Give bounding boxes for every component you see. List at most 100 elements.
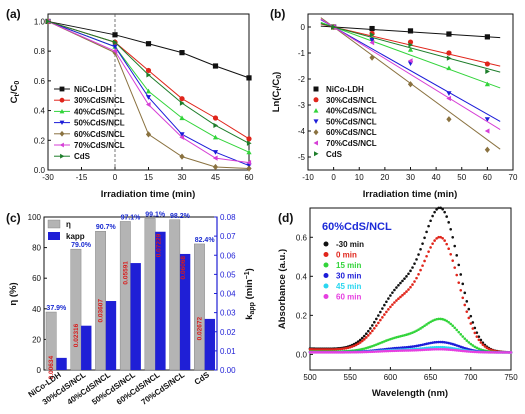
fit-line-b-cds xyxy=(320,23,501,73)
spectrum-point xyxy=(310,351,314,354)
spectrum-point xyxy=(437,340,440,344)
spectrum-point xyxy=(399,346,402,350)
spectrum-point xyxy=(481,350,485,354)
spectrum-point xyxy=(417,328,420,331)
data-point-a-30-cds-ncl xyxy=(179,96,185,102)
y-tick-label-b: 0 xyxy=(301,23,306,32)
spectrum-point xyxy=(342,347,346,350)
bars-group-c: 37.9%0.00634NiCo-LDH79.0%0.0231630%CdS/N… xyxy=(27,211,216,406)
spectrum-point xyxy=(413,348,416,352)
spectrum-point xyxy=(451,324,455,328)
spectra-group-d xyxy=(308,206,513,354)
y-axis-label-b: Ln(Ct/C0) xyxy=(271,72,283,113)
bar-eta-70-cds-ncl xyxy=(169,219,181,371)
spectrum-point xyxy=(445,341,448,344)
data-point-a-70-cds-ncl xyxy=(112,48,118,54)
spectrum-point xyxy=(409,345,412,349)
spectrum-point xyxy=(326,351,330,354)
spectrum-point xyxy=(497,351,501,354)
legend-label-b-cds: CdS xyxy=(326,150,343,159)
spectrum-point xyxy=(413,344,416,348)
data-point-a-nico-ldh xyxy=(246,75,252,81)
spectrum-point xyxy=(437,206,440,210)
x-tick-label-b: 70 xyxy=(509,173,518,182)
data-point-b-60-cds-ncl xyxy=(446,116,452,123)
data-point-a-nico-ldh xyxy=(112,32,118,38)
spectrum-point xyxy=(507,351,511,354)
data-point-b-50-cds-ncl xyxy=(484,117,490,122)
x-tick-label-d: 600 xyxy=(384,373,398,382)
spectrum-point xyxy=(362,338,366,341)
data-point-a-cds xyxy=(213,122,219,129)
data-point-b-cds xyxy=(485,68,490,75)
x-tick-label-a: 60 xyxy=(245,173,254,182)
spectrum-point xyxy=(475,346,479,350)
legend-label-b-60-cds-ncl: 60%CdS/NCL xyxy=(326,128,377,137)
spectrum-point xyxy=(375,350,378,353)
spectrum-point xyxy=(433,318,436,322)
panel-c: (c) 0 20 40 60 80 100 0.00 0.01 0.02 0.03 0.04 0.05… xyxy=(6,211,256,407)
y-tick-label-c: 60 xyxy=(32,274,41,283)
spectrum-point xyxy=(477,350,481,354)
spectrum-point xyxy=(441,207,444,211)
spectrum-point xyxy=(505,351,509,354)
data-point-b-cds xyxy=(408,42,414,48)
legend-label-d-30-min: 30 min xyxy=(336,272,361,281)
spectrum-point xyxy=(471,327,475,330)
x-tick-label-b: 30 xyxy=(406,173,415,182)
data-point-a-30-cds-ncl xyxy=(145,67,152,74)
spectrum-point xyxy=(449,346,453,350)
spectrum-point xyxy=(401,293,404,297)
panel-a: (a) -30 -15 0 15 30 45 60 0.0 0.2 0.4 0.6 0.8 1.0 Ni… xyxy=(6,7,254,200)
spectrum-point xyxy=(463,346,467,350)
spectrum-point xyxy=(419,343,422,347)
spectrum-point xyxy=(441,317,444,321)
spectrum-point xyxy=(453,326,457,330)
spectrum-point xyxy=(411,266,414,269)
series-line-a-60-cds-ncl xyxy=(47,20,250,170)
spectrum-point xyxy=(399,349,402,352)
legend-swatch-kapp xyxy=(48,232,60,240)
spectrum-point xyxy=(475,331,479,334)
series-line-a-nico-ldh xyxy=(47,20,250,79)
panel-d-label: (d) xyxy=(278,211,293,225)
spectrum-point xyxy=(437,317,440,321)
spectrum-point xyxy=(395,336,398,339)
spectrum-point xyxy=(314,348,318,351)
data-point-b-nico-ldh xyxy=(369,25,375,32)
spectrum-point xyxy=(415,348,418,352)
x-tick-label-a: -30 xyxy=(42,173,54,182)
spectrum-point xyxy=(425,342,428,346)
y-tick-label-b: -3 xyxy=(298,101,306,110)
data-point-a-60-cds-ncl xyxy=(212,163,219,171)
spectrum-point xyxy=(375,317,378,321)
data-point-a-70-cds-ncl xyxy=(212,155,218,161)
spectrum-point xyxy=(459,273,463,276)
spectrum-point xyxy=(322,351,326,354)
spectrum-point xyxy=(391,349,394,353)
spectrum-point xyxy=(455,349,459,352)
spectrum-point xyxy=(445,319,448,323)
spectrum-point xyxy=(453,244,457,248)
spectrum-point xyxy=(360,347,364,351)
data-point-a-cds xyxy=(45,18,51,25)
spectrum-point xyxy=(439,340,442,344)
legend-label-d-15-min: 15 min xyxy=(336,261,361,270)
spectrum-point xyxy=(405,333,408,337)
panel-b-label: (b) xyxy=(270,7,285,21)
spectrum-point xyxy=(362,334,366,338)
bar-kapp-60-cds-ncl xyxy=(155,231,166,370)
legend-label-a-30-cds-ncl: 30%CdS/NCL xyxy=(74,96,125,105)
spectrum-point xyxy=(461,296,465,300)
x-tick-label-a: 15 xyxy=(144,173,153,182)
spectrum-point xyxy=(346,346,350,350)
spectrum-point xyxy=(431,214,434,218)
spectrum-point xyxy=(423,236,426,240)
data-point-b-60-cds-ncl xyxy=(407,81,414,88)
spectrum-point xyxy=(429,219,432,223)
spectrum-point xyxy=(423,259,426,263)
spectrum-point xyxy=(377,342,380,346)
data-point-b-70-cds-ncl xyxy=(446,95,452,102)
spectrum-point xyxy=(403,277,406,280)
